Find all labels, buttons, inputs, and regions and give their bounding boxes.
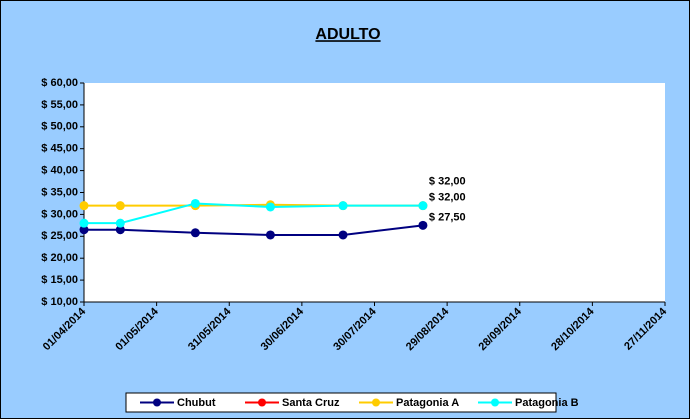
marker [79,201,89,211]
marker [418,220,428,230]
y-tick-label: $ 25,00 [41,230,78,242]
legend-marker [153,398,161,407]
y-tick-label: $ 35,00 [41,186,78,198]
marker [115,201,125,211]
y-tick-label: $ 60,00 [41,77,78,89]
data-label: $ 27,50 [429,211,466,223]
chart-title: ADULTO [315,26,380,43]
legend [125,392,557,413]
legend-marker [372,398,380,407]
y-tick-label: $ 40,00 [41,165,78,177]
plot-area [84,83,665,302]
y-tick-label: $ 20,00 [41,252,78,264]
marker [338,230,348,240]
marker [418,201,428,211]
marker [115,225,125,235]
marker [265,202,275,212]
series-line [84,202,423,225]
y-tick-label: $ 30,00 [41,208,78,220]
marker [79,225,89,235]
marker [265,230,275,240]
marker [79,218,89,228]
legend-label: Patagonia A [396,397,459,409]
y-tick-label: $ 45,00 [41,143,78,155]
legend-marker [491,398,499,407]
legend-label: Patagonia B [515,397,579,409]
y-tick-label: $ 50,00 [41,121,78,133]
marker [190,198,200,208]
y-tick-label: $ 10,00 [41,296,78,308]
y-tick-label: $ 15,00 [41,274,78,286]
data-label: $ 32,00 [429,192,466,204]
legend-marker [258,398,266,407]
marker [338,201,348,211]
series-line [84,224,424,236]
data-label: $ 32,00 [429,176,466,188]
marker [115,218,125,228]
marker [190,228,200,238]
legend-label: Chubut [177,397,216,409]
legend-label: Santa Cruz [282,397,340,409]
y-tick-label: $ 55,00 [41,99,78,111]
